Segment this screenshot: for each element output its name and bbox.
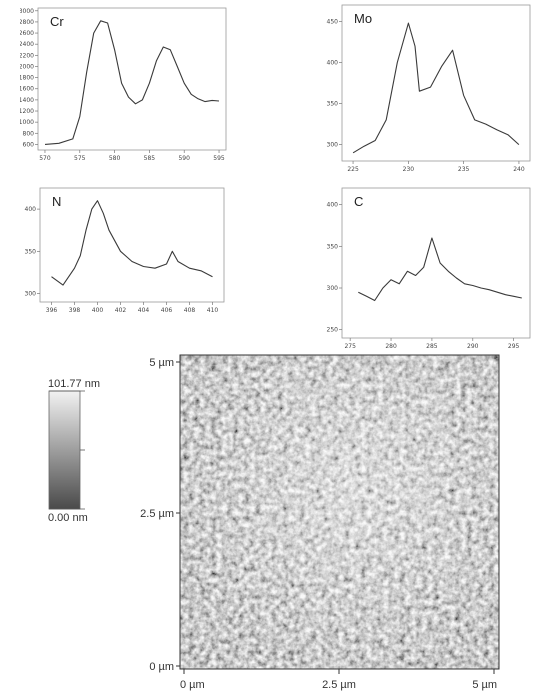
x-tick-label: 595 <box>213 155 225 162</box>
y-tick-label: 600 <box>23 141 35 148</box>
x-tick-label: 580 <box>109 155 121 162</box>
colorbar <box>48 390 81 510</box>
y-tick-label: 1000 <box>20 119 34 126</box>
plot-frame <box>37 7 227 151</box>
y-tick-label: 1400 <box>20 97 34 104</box>
y-tick-label: 2200 <box>20 52 34 59</box>
n-spectrum-chart: N 396 398 400 402 404 406 408 410 300 350 400 <box>25 187 225 314</box>
y-tick-label: 1800 <box>20 75 34 82</box>
x-tick-label: 400 <box>92 307 104 314</box>
y-tick-label: 400 <box>327 202 339 209</box>
y-tick-label: 400 <box>25 206 37 213</box>
x-tick-label: 590 <box>178 155 190 162</box>
x-tick-label: 230 <box>403 166 415 173</box>
x-tick-label: 225 <box>347 166 359 173</box>
spectrum-title: C <box>354 194 363 209</box>
y-tick-label: 1600 <box>20 86 34 93</box>
mo-spectrum-panel: Mo 225 230 235 240 300 350 400 450 <box>314 0 534 175</box>
colorbar-min-label: 0.00 nm <box>48 512 88 524</box>
x-tick-label: 410 <box>207 307 219 314</box>
y-tick-label: 2600 <box>20 30 34 37</box>
afm-y-label-bottom: 0 µm <box>149 661 174 673</box>
y-tick-label: 400 <box>327 59 339 66</box>
afm-y-label-mid: 2.5 µm <box>140 508 174 520</box>
spectrum-line <box>51 200 213 286</box>
spectrum-line <box>352 22 520 154</box>
cr-spectrum-panel: Cr 570 575 580 585 590 595 600 800 1000 1200 1400 16… <box>20 0 230 165</box>
c-spectrum-chart: C 275 280 285 290 295 250 300 350 400 <box>327 187 531 350</box>
y-tick-label: 300 <box>327 142 339 149</box>
x-tick-label: 290 <box>467 343 479 350</box>
colorbar-max-label: 101.77 nm <box>48 378 100 390</box>
spectrum-title: N <box>52 194 61 209</box>
y-tick-label: 800 <box>23 130 35 137</box>
x-tick-label: 396 <box>46 307 58 314</box>
y-tick-label: 1200 <box>20 108 34 115</box>
c-spectrum-panel: C 275 280 285 290 295 250 300 350 400 <box>314 180 534 350</box>
mo-spectrum-chart: Mo 225 230 235 240 300 350 400 450 <box>327 4 531 173</box>
y-tick-label: 300 <box>327 285 339 292</box>
y-tick-label: 2800 <box>20 19 34 26</box>
spectrum-title: Mo <box>354 11 372 26</box>
plot-frame <box>341 4 531 162</box>
x-tick-label: 285 <box>426 343 438 350</box>
y-tick-label: 250 <box>327 327 339 334</box>
x-tick-label: 235 <box>458 166 470 173</box>
x-tick-label: 408 <box>184 307 196 314</box>
plot-frame <box>39 187 225 303</box>
spectrum-line <box>358 237 522 302</box>
y-tick-label: 350 <box>25 248 37 255</box>
x-tick-label: 404 <box>138 307 150 314</box>
spectrum-title: Cr <box>50 14 64 29</box>
x-tick-label: 398 <box>69 307 81 314</box>
x-tick-label: 295 <box>508 343 520 350</box>
y-tick-label: 450 <box>327 18 339 25</box>
x-tick-label: 402 <box>115 307 127 314</box>
afm-y-label-top: 5 µm <box>149 357 174 369</box>
y-tick-label: 2400 <box>20 41 34 48</box>
y-tick-label: 350 <box>327 243 339 250</box>
x-tick-label: 275 <box>344 343 356 350</box>
y-tick-label: 2000 <box>20 63 34 70</box>
x-tick-label: 570 <box>39 155 51 162</box>
x-tick-label: 280 <box>385 343 397 350</box>
x-tick-label: 585 <box>144 155 156 162</box>
x-tick-label: 406 <box>161 307 173 314</box>
afm-x-label-mid: 2.5 µm <box>322 679 356 691</box>
afm-x-label-left: 0 µm <box>180 679 205 691</box>
plot-frame <box>341 187 531 339</box>
spectrum-line <box>44 20 220 145</box>
x-tick-label: 240 <box>513 166 525 173</box>
cr-spectrum-chart: Cr 570 575 580 585 590 595 600 800 1000 1200 1400 16… <box>20 7 227 162</box>
afm-image-panel: 101.77 nm 0.00 nm 5 µm 2.5 µm 0 µm 0 µm … <box>0 350 537 696</box>
afm-x-label-right: 5 µm <box>472 679 497 691</box>
n-spectrum-panel: N 396 398 400 402 404 406 408 410 300 350 400 <box>20 180 230 315</box>
y-tick-label: 300 <box>25 291 37 298</box>
x-tick-label: 575 <box>74 155 86 162</box>
afm-topography-figure: 101.77 nm 0.00 nm 5 µm 2.5 µm 0 µm 0 µm … <box>48 354 500 691</box>
y-tick-label: 3000 <box>20 8 34 15</box>
afm-image-highlight <box>180 355 499 669</box>
y-tick-label: 350 <box>327 101 339 108</box>
